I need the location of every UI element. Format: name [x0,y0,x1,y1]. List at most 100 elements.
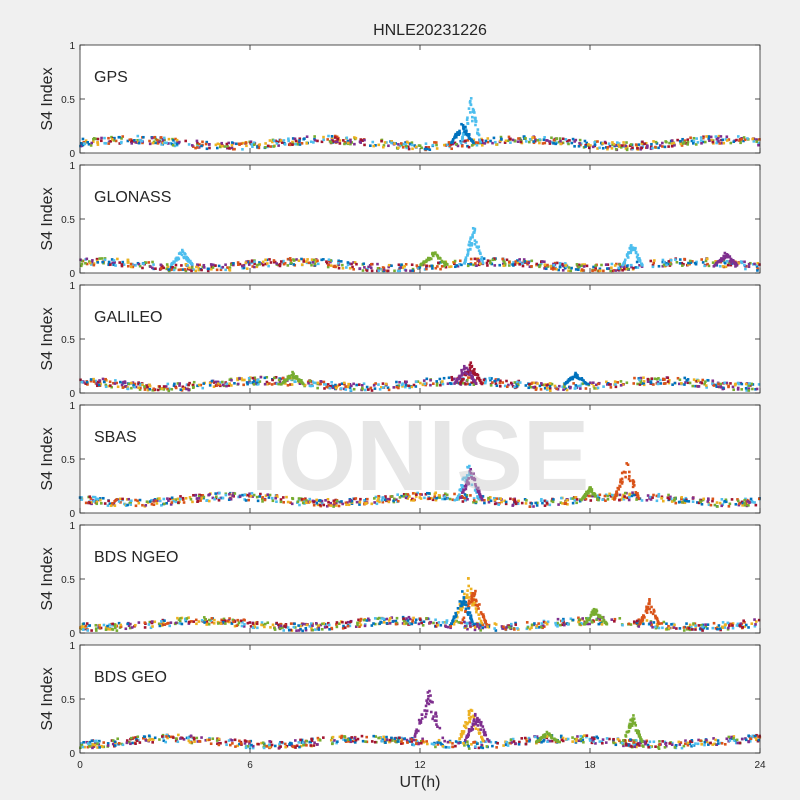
data-point [206,269,210,273]
data-point [721,621,725,624]
data-point [98,746,101,749]
data-point [411,492,415,495]
data-point [486,137,490,140]
data-point [271,140,274,144]
data-point [365,269,369,272]
data-point [692,378,696,381]
data-point [715,385,719,388]
data-point [453,141,457,145]
data-point [322,380,326,384]
data-point [474,603,478,607]
data-point [610,266,613,270]
data-point [711,379,715,383]
data-point [325,625,329,629]
data-point [343,381,346,385]
data-point [259,375,263,379]
data-point [229,738,232,742]
data-point [744,502,748,506]
data-point [730,622,733,626]
data-point [297,378,301,381]
data-point [275,262,279,265]
data-point [230,146,234,150]
data-point [201,140,204,144]
data-point [177,618,181,621]
data-point [463,373,466,376]
data-point [205,620,209,623]
data-point [401,146,405,149]
data-point [183,252,186,255]
data-point [109,622,113,626]
data-point [502,264,506,268]
data-point [111,624,114,627]
data-point [185,387,188,391]
data-point [574,496,577,499]
data-point [419,381,422,385]
data-point [224,493,228,497]
data-point [593,493,597,497]
data-point [156,142,160,145]
data-point [662,260,666,264]
data-point [663,145,667,149]
data-point [143,626,147,629]
data-point [316,503,320,507]
data-point [414,145,418,149]
data-point [260,741,263,745]
data-point [659,382,662,385]
data-point [95,257,99,261]
data-point [401,385,404,388]
data-point [652,608,656,612]
data-point [687,500,691,503]
data-point [532,140,535,143]
data-point [244,261,248,265]
data-point [738,741,742,745]
data-point [305,623,309,627]
data-point [558,261,562,265]
data-point [187,143,191,146]
data-point [604,741,608,744]
data-point [142,262,145,266]
data-point [382,145,385,149]
data-point [614,147,618,151]
data-point [230,739,234,742]
data-point [240,624,244,628]
data-point [636,494,640,497]
data-point [327,621,330,625]
data-point [726,139,729,142]
data-point [676,138,679,142]
data-point [466,627,469,631]
data-point [594,267,597,270]
data-point [323,383,326,386]
data-point [618,484,621,488]
data-point [265,380,269,384]
data-point [167,268,171,271]
data-point [98,623,102,627]
data-point [510,624,513,627]
data-point [151,388,155,392]
data-point [210,620,214,624]
data-point [400,738,404,742]
data-point [466,122,470,125]
data-point [583,381,587,385]
data-point [297,624,300,627]
data-point [218,491,221,495]
data-point [464,607,468,611]
data-point [312,503,316,507]
data-point [422,620,426,624]
data-point [451,140,454,143]
data-point [689,136,692,140]
data-point [404,383,408,387]
data-point [463,620,466,624]
data-point [736,499,740,503]
data-point [225,384,228,388]
data-point [647,602,650,606]
data-point [290,383,294,386]
data-point [610,147,614,150]
data-point [162,136,166,140]
data-point [744,737,747,740]
data-point [715,263,719,267]
data-point [645,611,649,614]
data-point [350,384,353,388]
data-point [302,260,306,263]
data-point [481,259,484,263]
data-point [173,144,177,148]
